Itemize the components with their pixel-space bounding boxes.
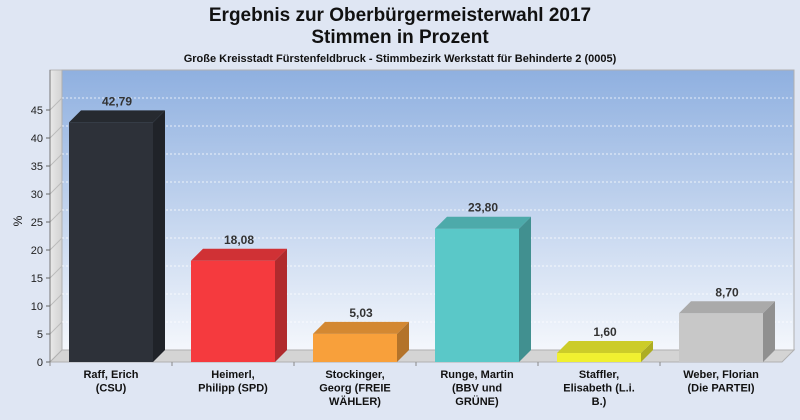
y-tick-label: 40 [31,133,43,145]
y-tick-label: 5 [37,329,43,341]
chart-subtitle: Große Kreisstadt Fürstenfeldbruck - Stim… [183,53,617,65]
grid-line-wall [49,321,63,335]
bar-top [69,110,165,123]
y-tick-label: 15 [31,273,43,285]
value-label: 18,08 [224,233,254,247]
y-tick-label: 35 [31,161,43,173]
bar-side [641,341,653,362]
y-tick-label: 30 [31,189,43,201]
x-tick-label: Stockinger, Georg (FREIE WÄHLER) [319,369,391,408]
bars [69,110,775,362]
y-axis-label: % [11,215,25,226]
grid-line-wall [49,125,63,139]
bar [69,110,165,362]
chart-title-line-2: Stimmen in Prozent [311,27,489,48]
x-tick-label: Heimerl, Philipp (SPD) [198,369,268,395]
bar-side [275,248,287,362]
bar [435,216,531,362]
bar-front [557,353,641,362]
y-tick-label: 0 [37,357,43,369]
grid-line-wall [49,153,63,167]
value-labels: 42,79 18,08 5,03 23,80 1,60 8,70 [102,94,739,339]
grid-line-wall [49,237,63,251]
bar-top [557,341,653,354]
grid-lines [49,97,794,335]
value-label: 8,70 [715,285,739,299]
bar-side [763,301,775,362]
x-tick-label: Staffler, Elisabeth (L.i. B.) [563,369,635,408]
grid-line-wall [49,181,63,195]
bar-front [69,122,153,362]
grid-line-wall [49,209,63,223]
bar-front [313,333,397,362]
x-tick-label: Raff, Erich (CSU) [83,369,138,395]
y-tick-label: 25 [31,217,43,229]
y-tick-label: 45 [31,105,43,117]
x-tick-label: Runge, Martin (BBV und GRÜNE) [440,369,514,408]
y-axis: 0 5 10 15 20 25 30 35 40 45 [31,70,51,369]
bar [679,301,775,362]
bar-front [191,260,275,362]
bar-top [435,216,531,229]
value-label: 1,60 [593,325,617,339]
value-label: 23,80 [468,201,498,215]
y-tick-label: 20 [31,245,43,257]
grid-line-wall [49,97,63,111]
bar-side [397,321,409,362]
bar-front [435,228,519,362]
value-label: 42,79 [102,94,132,108]
bar-side [519,216,531,362]
bar-side [153,110,165,362]
bar [191,248,287,362]
value-label: 5,03 [349,306,373,320]
x-tick-label: Weber, Florian (Die PARTEI) [683,369,759,395]
x-axis: Raff, Erich (CSU) Heimerl, Philipp (SPD) Sto… [49,362,759,408]
bar-top [191,248,287,261]
bar-top [679,301,775,314]
grid-line-wall [49,293,63,307]
y-tick-label: 10 [31,301,43,313]
grid-line-wall [49,265,63,279]
chart-title: Ergebnis zur Oberbürgermeisterwahl 2017 … [0,5,800,49]
bar-front [679,313,763,362]
bar-top [313,321,409,334]
bar [557,341,653,362]
chart-title-line-1: Ergebnis zur Oberbürgermeisterwahl 2017 [208,5,592,26]
bar [313,321,409,362]
